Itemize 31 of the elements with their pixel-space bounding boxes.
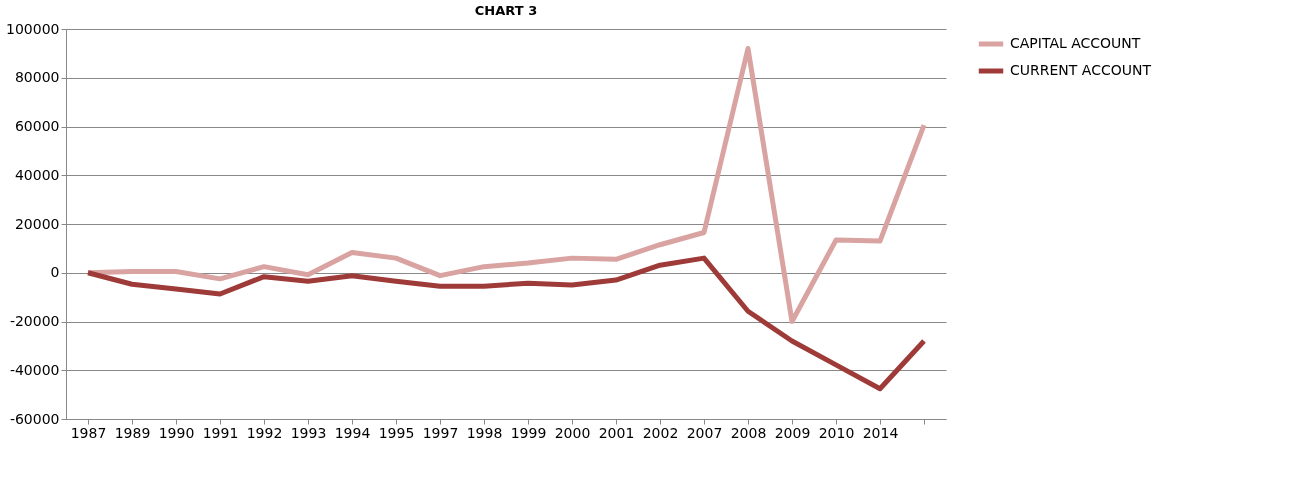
x-tick-label: 1990 bbox=[158, 424, 195, 441]
y-tick-label: 0 bbox=[50, 264, 60, 281]
x-tick-label: 2002 bbox=[642, 424, 679, 441]
x-tick-label: 1991 bbox=[202, 424, 239, 441]
legend-label: CAPITAL ACCOUNT bbox=[1010, 35, 1141, 51]
x-tick-label: 1997 bbox=[422, 424, 459, 441]
x-tick-label: 1995 bbox=[378, 424, 415, 441]
legend-label: CURRENT ACCOUNT bbox=[1010, 62, 1152, 78]
y-tick-label: 60000 bbox=[14, 118, 60, 134]
x-tick-label: 2000 bbox=[554, 424, 591, 441]
x-tick-label: 2014 bbox=[862, 424, 899, 441]
y-tick-label: 80000 bbox=[14, 69, 60, 86]
x-tick-label: 1998 bbox=[466, 424, 503, 441]
x-tick-label: 1987 bbox=[70, 424, 107, 441]
x-tick-label: 2001 bbox=[598, 424, 635, 441]
x-tick-label: 1989 bbox=[114, 424, 151, 441]
y-tick-label: 20000 bbox=[14, 215, 60, 232]
y-tick-label: -40000 bbox=[9, 361, 60, 378]
x-tick-label: 2009 bbox=[774, 424, 811, 441]
x-tick-label: 2007 bbox=[686, 424, 723, 441]
x-tick-label: 1994 bbox=[334, 424, 371, 441]
y-tick-label: 40000 bbox=[14, 166, 60, 183]
y-tick-label: 100000 bbox=[6, 20, 60, 37]
x-tick-label: 1993 bbox=[290, 424, 327, 441]
x-tick-label: 2008 bbox=[730, 424, 767, 441]
x-tick-label: 1999 bbox=[510, 424, 547, 441]
y-tick-label: -20000 bbox=[9, 313, 60, 329]
x-tick-label: 2010 bbox=[818, 424, 855, 441]
y-tick-label: -60000 bbox=[9, 410, 60, 427]
x-tick-label: 1992 bbox=[246, 424, 283, 441]
chart-title: CHART 3 bbox=[474, 3, 538, 18]
